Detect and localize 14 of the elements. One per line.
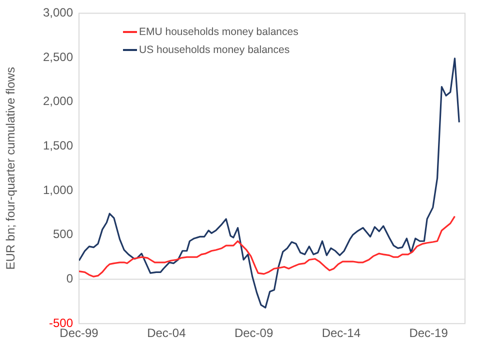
y-tick-label: 3,000 [42,6,74,20]
legend-label: US households money balances [139,43,290,58]
y-tick-label: 1,500 [42,138,74,153]
y-tick-label: 1,000 [42,182,74,197]
x-tick-label: Dec-09 [234,326,274,340]
legend-label: EMU households money balances [139,25,298,40]
y-tick-label: 2,000 [42,94,74,108]
x-tick-label: Dec-04 [147,326,186,340]
x-tick-label: Dec-14 [322,326,361,340]
y-tick-label: 500 [52,227,74,242]
y-axis-title: EUR bn; four-quarter cumulative flows [4,67,18,270]
x-tick-label: Dec-19 [409,326,448,340]
y-tick-label: 0 [66,272,74,286]
y-tick-label: 2,500 [42,50,74,64]
